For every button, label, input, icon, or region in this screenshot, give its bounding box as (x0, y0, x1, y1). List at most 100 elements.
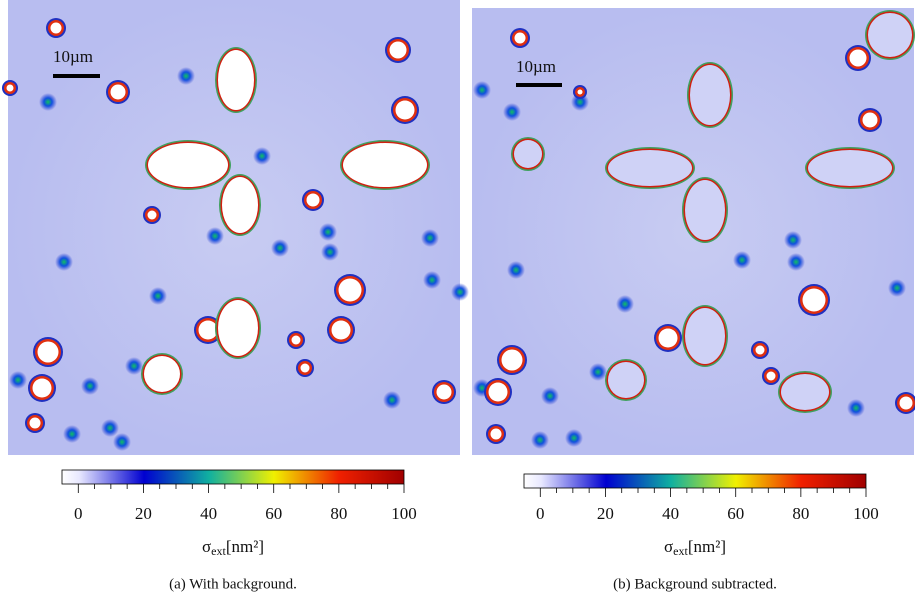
cluster-core (685, 308, 725, 364)
particle-core (32, 378, 52, 398)
particle (9, 371, 27, 389)
particle (63, 425, 81, 443)
tick-label: 0 (536, 504, 545, 523)
particle-core (802, 288, 826, 312)
symbol: σ (202, 537, 211, 556)
particle (125, 357, 143, 375)
particle (55, 253, 73, 271)
particle (451, 283, 469, 301)
particle (101, 419, 119, 437)
particle (571, 93, 589, 111)
particle (473, 81, 491, 99)
tick-label: 0 (74, 504, 83, 523)
particle-core (338, 278, 362, 302)
cluster-core (608, 362, 644, 398)
tick-label: 60 (727, 504, 744, 523)
tick-label: 40 (662, 504, 679, 523)
cluster-core (218, 50, 254, 110)
particle-core (658, 328, 678, 348)
particle (421, 229, 439, 247)
particle (507, 261, 525, 279)
particle-core (50, 22, 62, 34)
particle (253, 147, 271, 165)
particle-core (198, 320, 218, 340)
cluster-core (781, 374, 829, 410)
particle-core (331, 320, 351, 340)
panel: 10µm 0 20 40 60 80 100 σext[nm²] (b) Background … (472, 8, 915, 592)
tick-label: 80 (330, 504, 347, 523)
particle-core (577, 89, 583, 95)
particle-core (6, 84, 14, 92)
tick-label: 60 (265, 504, 282, 523)
particle (888, 279, 906, 297)
particle-core (110, 84, 126, 100)
cluster-core (685, 180, 725, 240)
cluster-core (868, 13, 912, 57)
particle (784, 231, 802, 249)
particle (319, 223, 337, 241)
scale-bar-label: 10µm (53, 47, 93, 66)
cluster-core (218, 300, 258, 356)
particle-core (899, 396, 913, 410)
particle-core (291, 335, 301, 345)
particle-core (755, 345, 765, 355)
particle-core (849, 49, 867, 67)
particle (565, 429, 583, 447)
particle-core (147, 210, 157, 220)
cluster-core (808, 150, 892, 186)
particle-core (501, 349, 523, 371)
cluster-core (608, 150, 692, 186)
colorbar-label: σext[nm²] (202, 537, 264, 558)
particle-core (862, 112, 878, 128)
particle-core (514, 32, 526, 44)
cluster-core (148, 143, 228, 187)
particle (733, 251, 751, 269)
particle-core (766, 371, 776, 381)
particle-core (306, 193, 320, 207)
particle-core (389, 41, 407, 59)
particle (423, 271, 441, 289)
particle-core (488, 382, 508, 402)
caption: (a) With background. (169, 576, 297, 592)
particle (81, 377, 99, 395)
cluster-core (222, 177, 258, 233)
tick-label: 100 (853, 504, 879, 523)
particle (321, 243, 339, 261)
particle-core (300, 363, 310, 373)
cluster-core (144, 356, 180, 392)
tick-label: 40 (200, 504, 217, 523)
particle (149, 287, 167, 305)
particle (206, 227, 224, 245)
tick-label: 100 (391, 504, 417, 523)
symbol: σ (664, 537, 673, 556)
unit: [nm²] (226, 537, 264, 556)
particle (177, 67, 195, 85)
particle (787, 253, 805, 271)
particle (39, 93, 57, 111)
colorbar (61, 469, 405, 485)
cluster-core (343, 143, 427, 187)
tick-label: 20 (135, 504, 152, 523)
particle (847, 399, 865, 417)
cluster-core (514, 140, 542, 168)
unit: [nm²] (688, 537, 726, 556)
particle-core (37, 341, 59, 363)
particle (383, 391, 401, 409)
particle (503, 103, 521, 121)
scale-bar-label: 10µm (516, 57, 556, 76)
subscript: ext (673, 544, 688, 558)
panel: 10µm 0 20 40 60 80 100 σext[nm²] (a) With backgr… (2, 0, 469, 592)
caption: (b) Background subtracted. (613, 576, 777, 592)
particle-core (395, 100, 415, 120)
tick-label: 20 (597, 504, 614, 523)
particle (541, 387, 559, 405)
particle (113, 433, 131, 451)
particle (616, 295, 634, 313)
colorbar (523, 473, 867, 489)
particle (531, 431, 549, 449)
cluster-core (690, 65, 730, 125)
particle (589, 363, 607, 381)
particle (271, 239, 289, 257)
